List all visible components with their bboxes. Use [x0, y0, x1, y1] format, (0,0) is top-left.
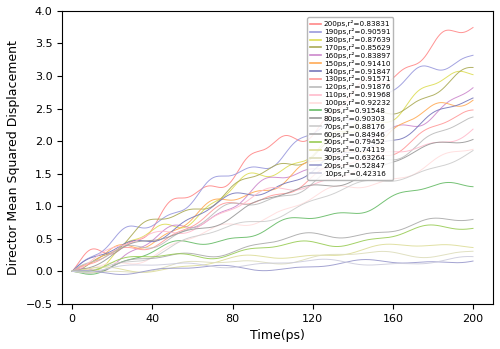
Y-axis label: Director Mean Squared Displacement: Director Mean Squared Displacement [7, 40, 20, 275]
Legend: 200ps,r²=0.83831, 190ps,r²=0.90591, 180ps,r²=0.87639, 170ps,r²=0.85629, 160ps,r²: 200ps,r²=0.83831, 190ps,r²=0.90591, 180p… [307, 17, 393, 180]
X-axis label: Time(ps): Time(ps) [250, 329, 305, 342]
